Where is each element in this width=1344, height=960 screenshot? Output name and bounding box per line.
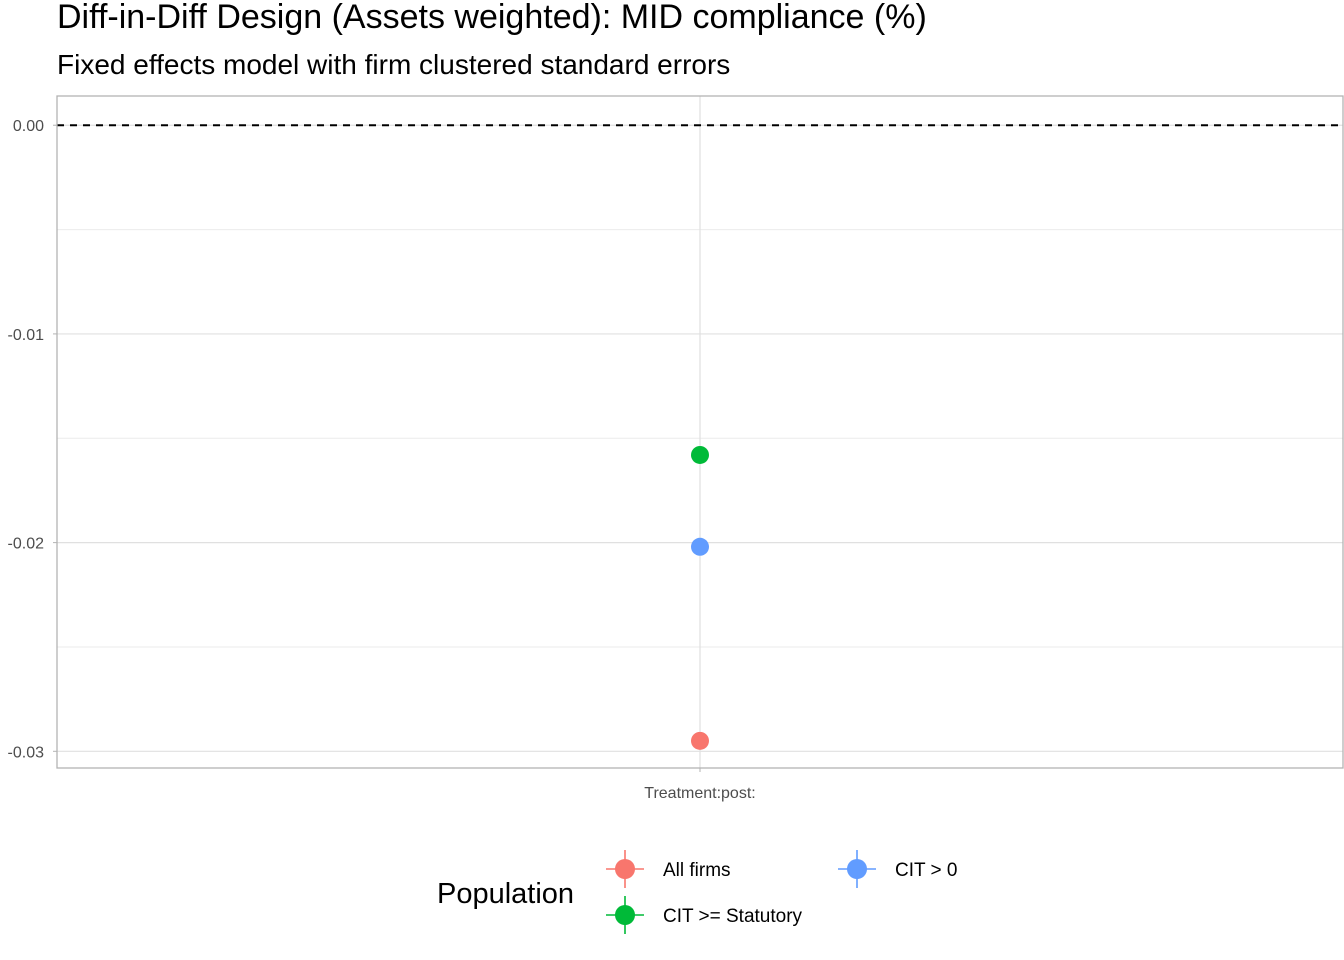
y-tick-label: 0.00	[13, 118, 44, 135]
y-tick-label: -0.02	[8, 536, 45, 553]
x-tick-label: Treatment:post:	[644, 785, 755, 802]
data-point	[691, 731, 709, 750]
data-points	[691, 445, 709, 750]
chart-title: Diff-in-Diff Design (Assets weighted): M…	[57, 0, 927, 36]
legend-label: All firms	[663, 860, 731, 881]
legend-key-dot	[615, 859, 635, 879]
legend: All firms CIT > 0 CIT >= Statutory	[606, 850, 957, 934]
legend-label: CIT > 0	[895, 860, 957, 881]
y-axis-ticks: 0.00 -0.01 -0.02 -0.03	[8, 118, 57, 761]
x-axis-ticks: Treatment:post:	[644, 768, 756, 802]
legend-title: Population	[437, 878, 574, 910]
chart-subtitle: Fixed effects model with firm clustered …	[57, 49, 730, 80]
grid	[57, 96, 1343, 768]
data-point	[691, 445, 709, 464]
y-tick-label: -0.01	[8, 327, 45, 344]
legend-label: CIT >= Statutory	[663, 906, 803, 927]
data-point	[691, 537, 709, 556]
legend-key-dot	[847, 859, 867, 879]
legend-key-dot	[615, 905, 635, 925]
y-tick-label: -0.03	[8, 744, 45, 761]
